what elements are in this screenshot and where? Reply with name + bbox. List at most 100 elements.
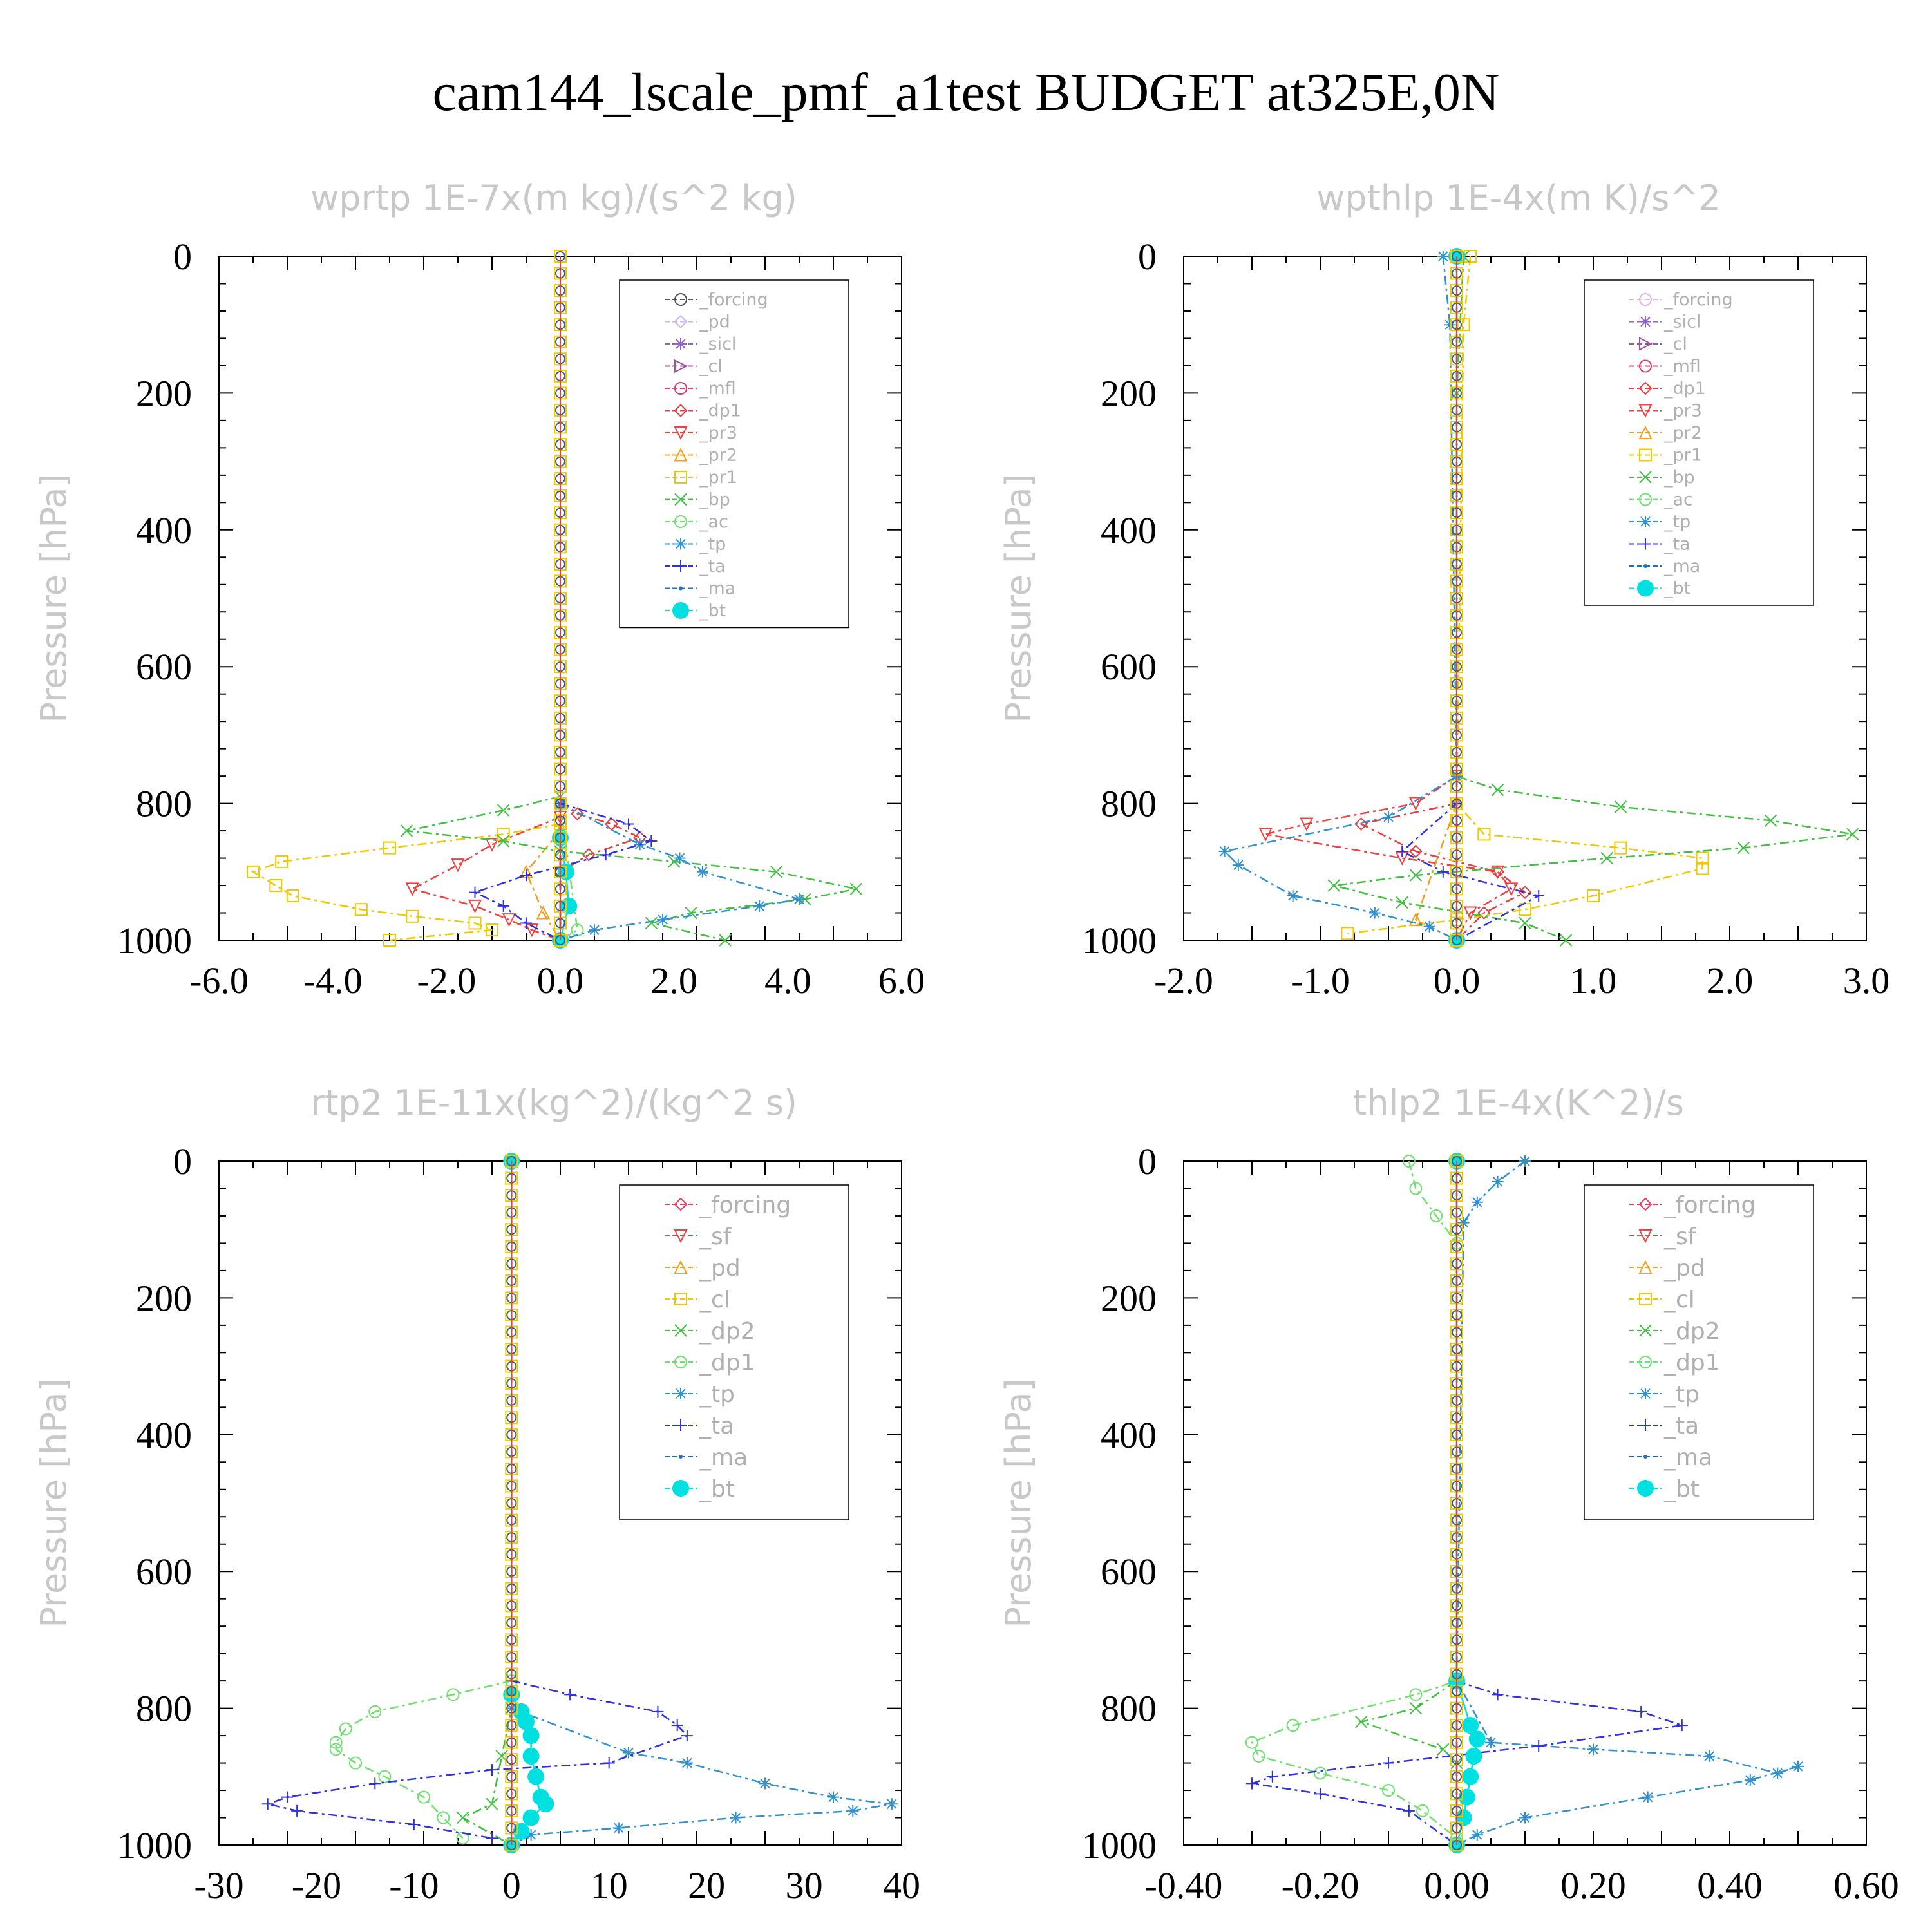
legend-box: [1584, 1184, 1814, 1520]
legend-marker: [672, 602, 689, 619]
data-point: [1327, 879, 1340, 892]
data-point: [1462, 1768, 1479, 1785]
legend-item: _bp: [1629, 468, 1695, 488]
data-point: [1457, 1217, 1470, 1229]
legend-label: _pr3: [1663, 401, 1702, 421]
legend: _forcing _sf _pd _cl _dp2 _dp1 _tp _ta _ma _bt: [619, 1184, 849, 1520]
legend-marker: [675, 338, 687, 350]
legend-marker: [675, 1388, 687, 1399]
legend-item: _ma: [665, 579, 735, 599]
legend-label: _bt: [699, 1476, 735, 1502]
data-point: [369, 1777, 381, 1790]
legend-item: _pd: [1629, 1255, 1705, 1282]
legend-label: _bt: [1663, 579, 1690, 599]
data-point: [1232, 859, 1244, 871]
legend-label: _forcing: [699, 290, 768, 310]
legend-marker: [674, 1293, 687, 1305]
y-tick-label: 800: [136, 1688, 192, 1730]
legend-marker: [674, 1197, 688, 1211]
legend-item: _bt: [1629, 579, 1690, 599]
data-point: [349, 1756, 362, 1770]
data-point: [354, 903, 368, 916]
legend-marker: [674, 1260, 688, 1274]
series-line: [1414, 803, 1458, 942]
legend-marker: [674, 471, 687, 484]
y-axis-label: Pressure [hPa]: [998, 1378, 1039, 1627]
data-point: [1519, 1155, 1531, 1167]
data-point: [1485, 1736, 1497, 1748]
data-point: [1764, 814, 1777, 827]
legend-item: _tp: [1629, 512, 1690, 532]
data-point: [564, 1689, 576, 1701]
data-point: [1402, 1155, 1416, 1168]
data-point: [408, 1819, 420, 1831]
series-pr1: [247, 817, 567, 947]
legend-marker: [1637, 1480, 1654, 1497]
legend-label: _pd: [699, 1255, 741, 1282]
legend-marker: [672, 1480, 689, 1497]
legend-marker: [1640, 316, 1651, 328]
x-tick-label: -1.0: [1291, 960, 1350, 1001]
x-tick-label: 6.0: [878, 960, 925, 1001]
legend-label: _sicl: [1663, 312, 1701, 332]
x-tick-label: -4.0: [303, 960, 363, 1001]
data-point: [1471, 1196, 1483, 1208]
legend-label: _pr1: [699, 468, 737, 488]
y-tick-label: 1000: [1082, 920, 1157, 961]
legend-label: _dp1: [1663, 1350, 1720, 1376]
zero-profile-markers: [1450, 250, 1463, 947]
data-point: [1314, 1766, 1327, 1780]
series-line: [251, 823, 561, 942]
data-point: [671, 1719, 683, 1732]
legend-item: _dp1: [665, 401, 741, 421]
legend-label: _sicl: [699, 334, 736, 354]
data-point: [1218, 845, 1231, 857]
data-point: [1744, 1774, 1756, 1786]
data-point: [281, 1791, 293, 1803]
legend-label: _cl: [1663, 334, 1687, 354]
x-tick-label: 3.0: [1843, 960, 1890, 1001]
data-point: [1396, 845, 1408, 857]
data-point: [525, 923, 539, 938]
data-point: [770, 866, 783, 878]
data-point: [623, 1747, 634, 1759]
y-tick-label: 600: [136, 646, 192, 688]
data-point: [1245, 1736, 1258, 1749]
series-line: [335, 1680, 512, 1839]
series-line: [406, 795, 857, 942]
legend-item: _dp2: [1629, 1318, 1720, 1345]
data-point: [681, 1757, 693, 1769]
series-tp: [1218, 251, 1463, 946]
data-point: [681, 1730, 693, 1742]
zero-profile-markers: [1450, 1155, 1463, 1852]
x-tick-label: -20: [292, 1864, 341, 1906]
legend-item: _bt: [665, 1476, 735, 1502]
legend-item: _ma: [1629, 556, 1700, 576]
series-tp: [506, 1702, 898, 1851]
data-point: [1258, 828, 1273, 842]
data-point: [1383, 1757, 1394, 1769]
data-point: [518, 1713, 535, 1730]
legend-marker: [1643, 1455, 1647, 1459]
legend-marker: [675, 538, 687, 550]
data-point: [1437, 251, 1449, 262]
data-point: [1676, 1719, 1688, 1732]
data-point: [847, 1804, 859, 1817]
legend-marker: [1638, 404, 1653, 418]
x-tick-label: -6.0: [189, 960, 249, 1001]
data-point: [446, 1688, 460, 1701]
series-line: [525, 830, 562, 941]
legend-marker: [1639, 359, 1652, 373]
x-tick-label: -2.0: [1154, 960, 1213, 1001]
data-point: [1408, 844, 1423, 858]
y-tick-label: 200: [136, 372, 192, 414]
data-point: [759, 1777, 771, 1790]
y-axis-label: Pressure [hPa]: [998, 473, 1039, 723]
x-tick-label: 4.0: [764, 960, 811, 1001]
y-tick-label: 1000: [1082, 1824, 1157, 1866]
y-tick-label: 0: [173, 236, 192, 278]
legend-item: _tp: [665, 1381, 735, 1408]
data-point: [527, 1768, 545, 1785]
legend-label: _mfl: [699, 379, 736, 399]
y-tick-label: 400: [1101, 509, 1157, 551]
